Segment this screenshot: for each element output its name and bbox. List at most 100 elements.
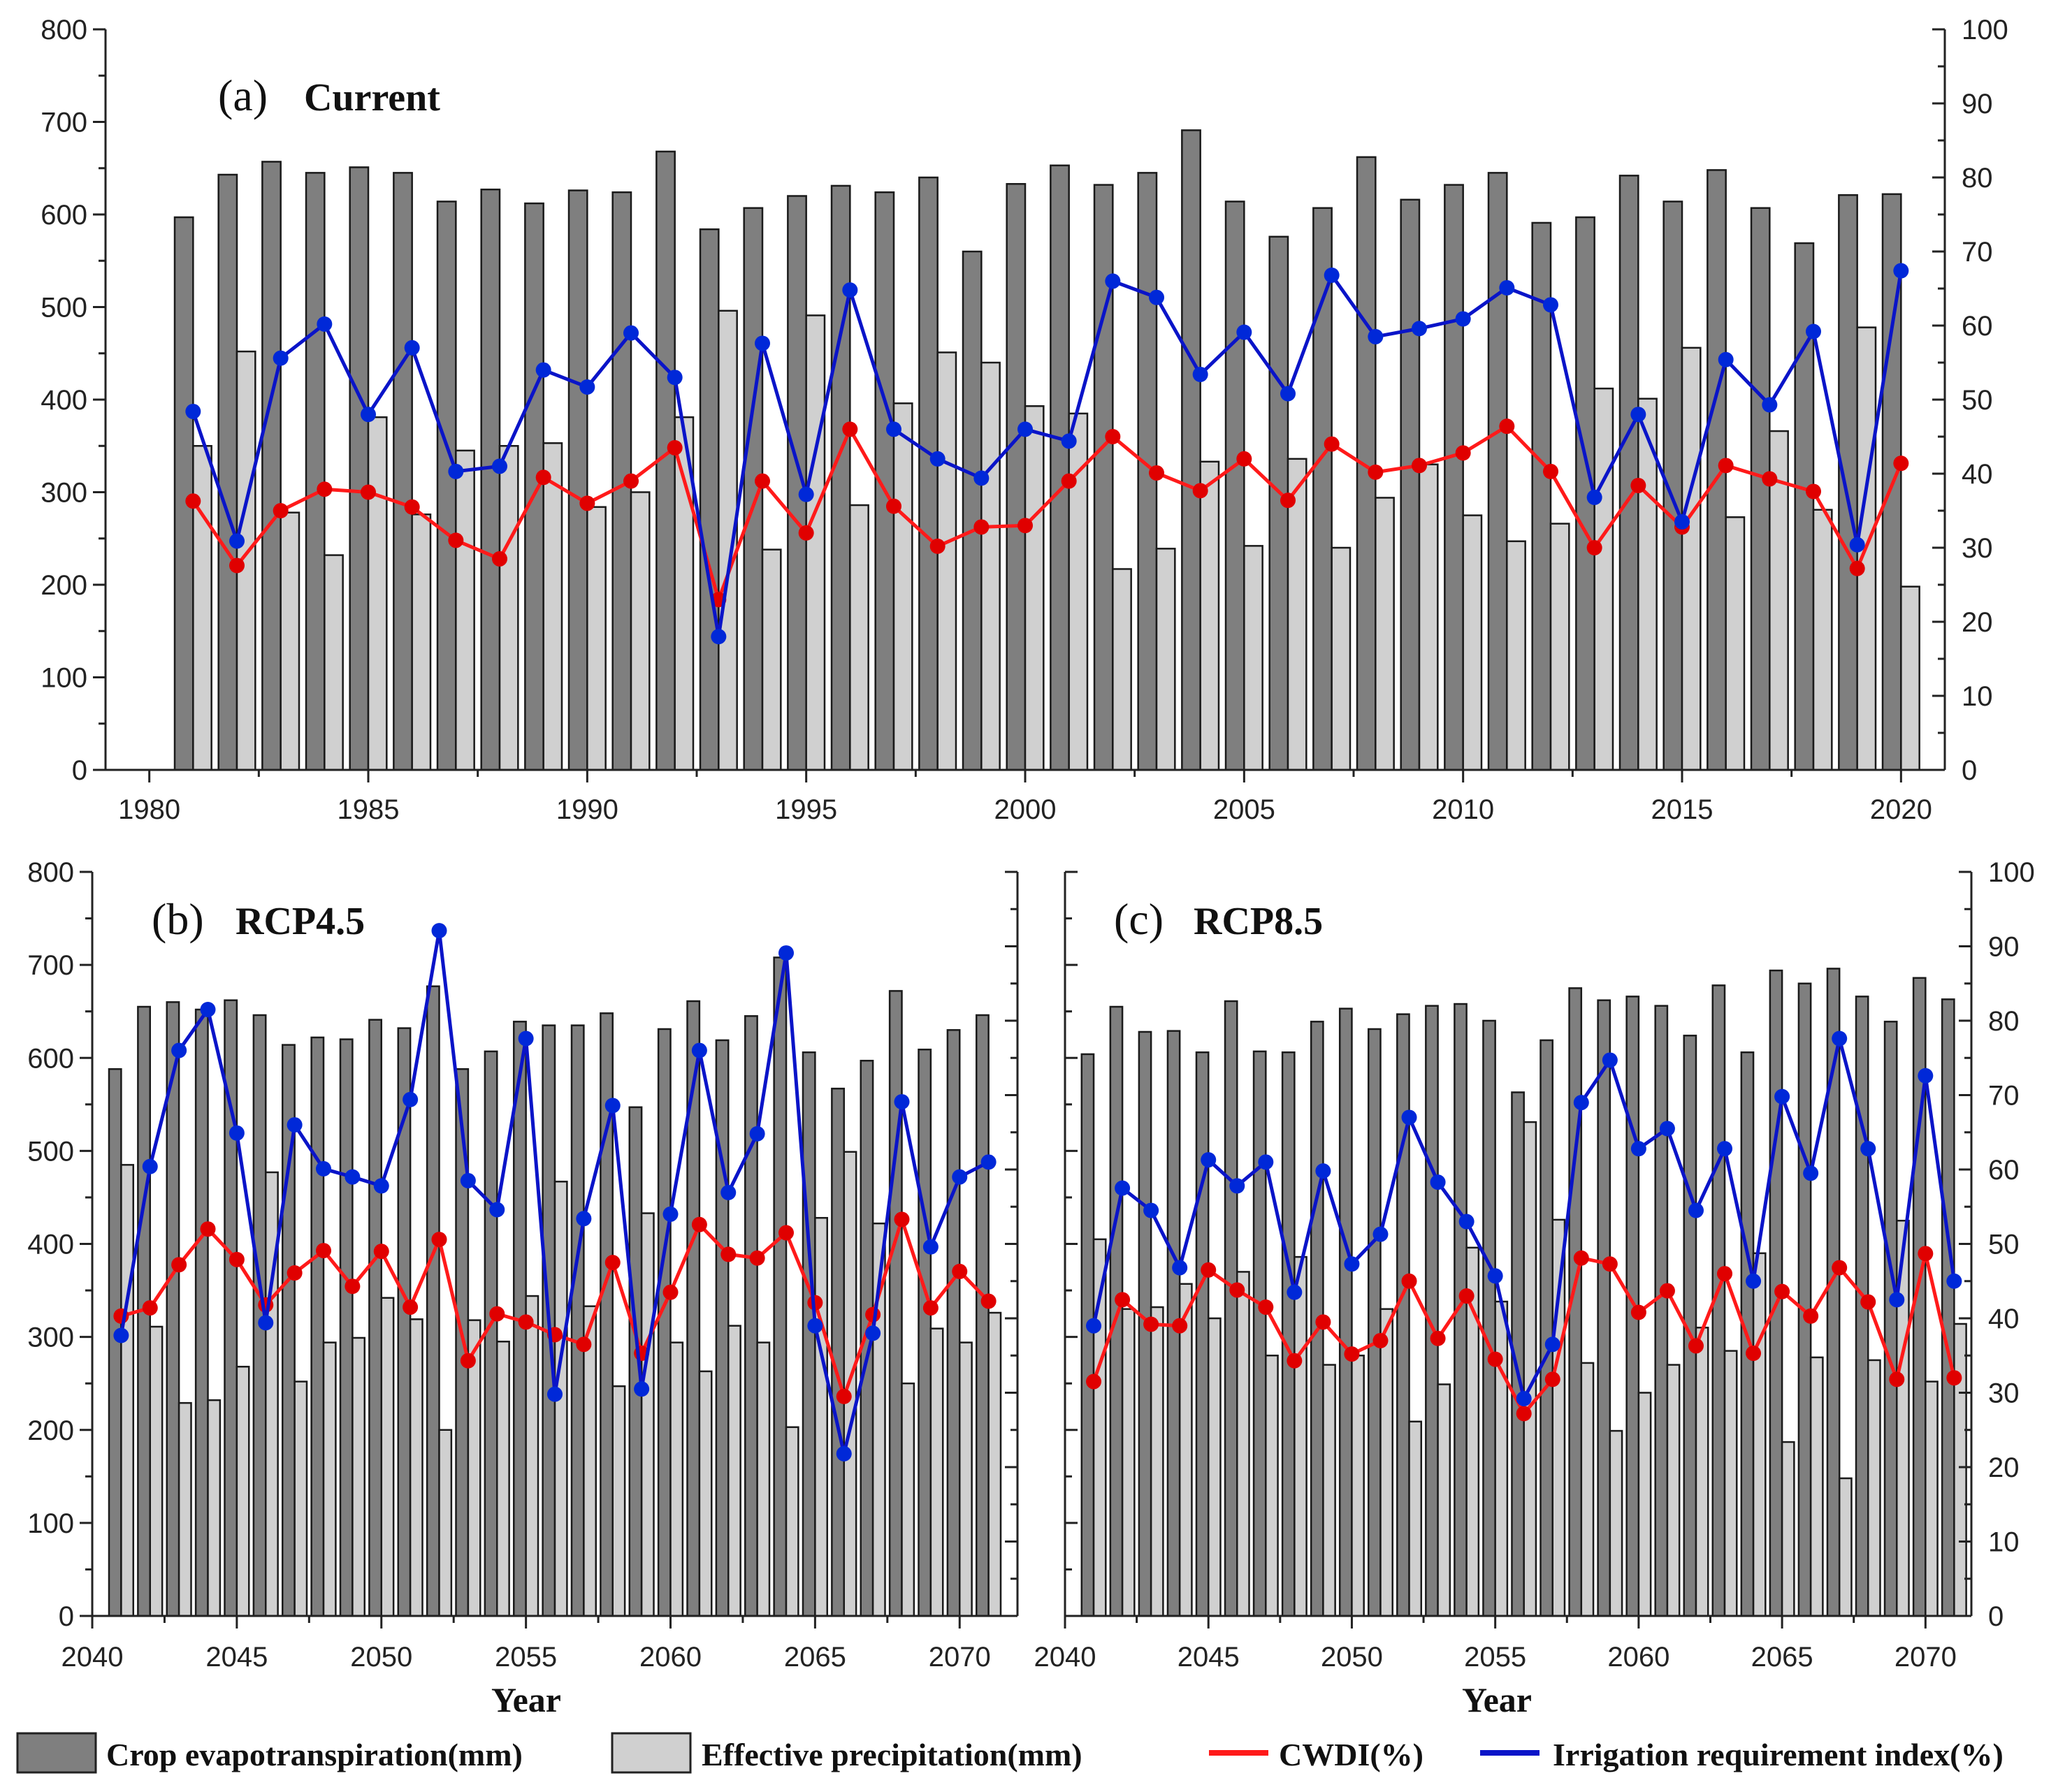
marker-cwdi: [316, 1243, 331, 1259]
y-right-tick-label: 100: [1988, 857, 2035, 888]
legend-label-cwdi: CWDI(%): [1279, 1737, 1423, 1772]
marker-cwdi: [345, 1278, 361, 1295]
marker-cwdi: [1602, 1256, 1618, 1272]
marker-iri: [952, 1169, 968, 1185]
marker-iri: [667, 370, 683, 386]
bar-effective-precip: [669, 1341, 684, 1617]
marker-iri: [345, 1169, 361, 1185]
marker-cwdi: [778, 1225, 794, 1241]
marker-cwdi: [667, 439, 683, 456]
marker-cwdi: [229, 558, 245, 574]
marker-iri: [1115, 1180, 1131, 1196]
line-iri: [191, 270, 1903, 637]
bar-crop-et: [1487, 172, 1508, 771]
bar-crop-et: [1224, 1000, 1238, 1617]
marker-cwdi: [1586, 540, 1602, 555]
bar-effective-precip: [1287, 458, 1307, 771]
marker-iri: [1368, 328, 1384, 344]
marker-cwdi: [1499, 418, 1515, 435]
panel-c: 2040 2045 2050 2055 2060 2065 2070 0 10 20 30 40 50 6…: [1034, 857, 2035, 1719]
marker-cwdi: [1806, 483, 1821, 500]
marker-cwdi: [798, 525, 814, 541]
marker-iri: [535, 362, 551, 378]
bar-crop-et: [426, 985, 440, 1617]
marker-iri: [894, 1094, 910, 1110]
marker-iri: [1849, 537, 1865, 553]
marker-iri: [711, 629, 727, 645]
y-right-tick-label: 30: [1988, 1378, 2020, 1409]
bar-effective-precip: [1637, 1392, 1652, 1617]
marker-iri: [287, 1117, 303, 1133]
bar-effective-precip: [1418, 463, 1439, 771]
x-axis-label: Year: [491, 1680, 561, 1719]
bar-effective-precip: [498, 445, 519, 771]
marker-cwdi: [1688, 1338, 1704, 1354]
bar-crop-et: [699, 228, 720, 771]
bar-effective-precip: [525, 1295, 539, 1617]
bar-crop-et: [1444, 184, 1464, 771]
marker-cwdi: [1762, 471, 1778, 487]
bar-crop-et: [524, 202, 544, 771]
bar-effective-precip: [1155, 548, 1176, 771]
y-right-tick-label: 50: [1962, 385, 1993, 416]
y-left-tick-label: 100: [41, 663, 87, 694]
y-right-tick-label: 50: [1988, 1230, 2020, 1260]
bar-effective-precip: [1809, 1356, 1824, 1617]
marker-iri: [1630, 1141, 1646, 1157]
bar-crop-et: [436, 201, 457, 771]
marker-iri: [1143, 1202, 1159, 1218]
bar-effective-precip: [1265, 1355, 1279, 1617]
marker-cwdi: [460, 1353, 476, 1369]
bars: [173, 129, 1920, 771]
marker-cwdi: [287, 1265, 303, 1281]
bar-crop-et: [1797, 982, 1812, 1617]
bar-effective-precip: [1609, 1429, 1623, 1617]
marker-cwdi: [1516, 1406, 1532, 1422]
bar-effective-precip: [1593, 387, 1614, 771]
marker-iri: [1860, 1141, 1876, 1157]
marker-cwdi: [185, 493, 201, 509]
marker-cwdi: [1544, 1371, 1560, 1387]
marker-iri: [604, 1098, 621, 1114]
marker-iri: [1280, 386, 1296, 402]
marker-iri: [579, 379, 595, 395]
bar-effective-precip: [1666, 1364, 1681, 1617]
legend-swatch-effective-precip: [611, 1732, 692, 1774]
marker-cwdi: [576, 1336, 592, 1353]
panel-b: 2040 2045 2050 2055 2060 2065 2070 0 100 200 300 40…: [27, 857, 1019, 1719]
bar-effective-precip: [901, 1382, 915, 1617]
x-tick-label: 2050: [1321, 1642, 1383, 1673]
bar-effective-precip: [324, 554, 344, 771]
x-tick-label: 1980: [118, 794, 180, 825]
marker-cwdi: [1344, 1346, 1360, 1362]
bar-effective-precip: [1752, 1252, 1767, 1617]
bar-effective-precip: [1494, 1300, 1509, 1617]
marker-cwdi: [489, 1306, 505, 1322]
bar-crop-et: [1838, 194, 1858, 771]
marker-iri: [1544, 1336, 1560, 1353]
marker-iri: [492, 458, 507, 474]
marker-iri: [842, 282, 858, 298]
y-right-tick-label: 90: [1988, 932, 2020, 963]
bar-crop-et: [570, 1024, 585, 1617]
marker-iri: [1586, 489, 1602, 505]
y-right-tick-label: 70: [1988, 1081, 2020, 1112]
bar-crop-et: [1181, 129, 1201, 771]
marker-iri: [258, 1315, 274, 1331]
marker-cwdi: [1573, 1250, 1589, 1266]
marker-iri: [1086, 1318, 1102, 1334]
bars: [108, 956, 1002, 1617]
y-left-tick-label: 700: [41, 108, 87, 138]
bar-crop-et: [975, 1014, 990, 1617]
bar-crop-et: [1109, 1005, 1124, 1617]
y-left-tick-label: 500: [27, 1136, 74, 1167]
bar-effective-precip: [1867, 1359, 1881, 1617]
x-tick-label: 2070: [1894, 1642, 1957, 1673]
bar-crop-et: [1482, 1019, 1496, 1617]
marker-cwdi: [1086, 1374, 1102, 1390]
x-tick-label: 1990: [556, 794, 618, 825]
y-left-tick-label: 400: [27, 1230, 74, 1260]
bar-crop-et: [1750, 207, 1771, 771]
series-cwdi: [113, 1211, 997, 1404]
marker-cwdi: [1192, 483, 1208, 499]
